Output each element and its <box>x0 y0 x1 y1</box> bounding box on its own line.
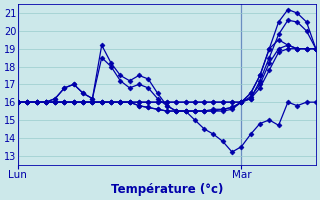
X-axis label: Température (°c): Température (°c) <box>111 183 223 196</box>
